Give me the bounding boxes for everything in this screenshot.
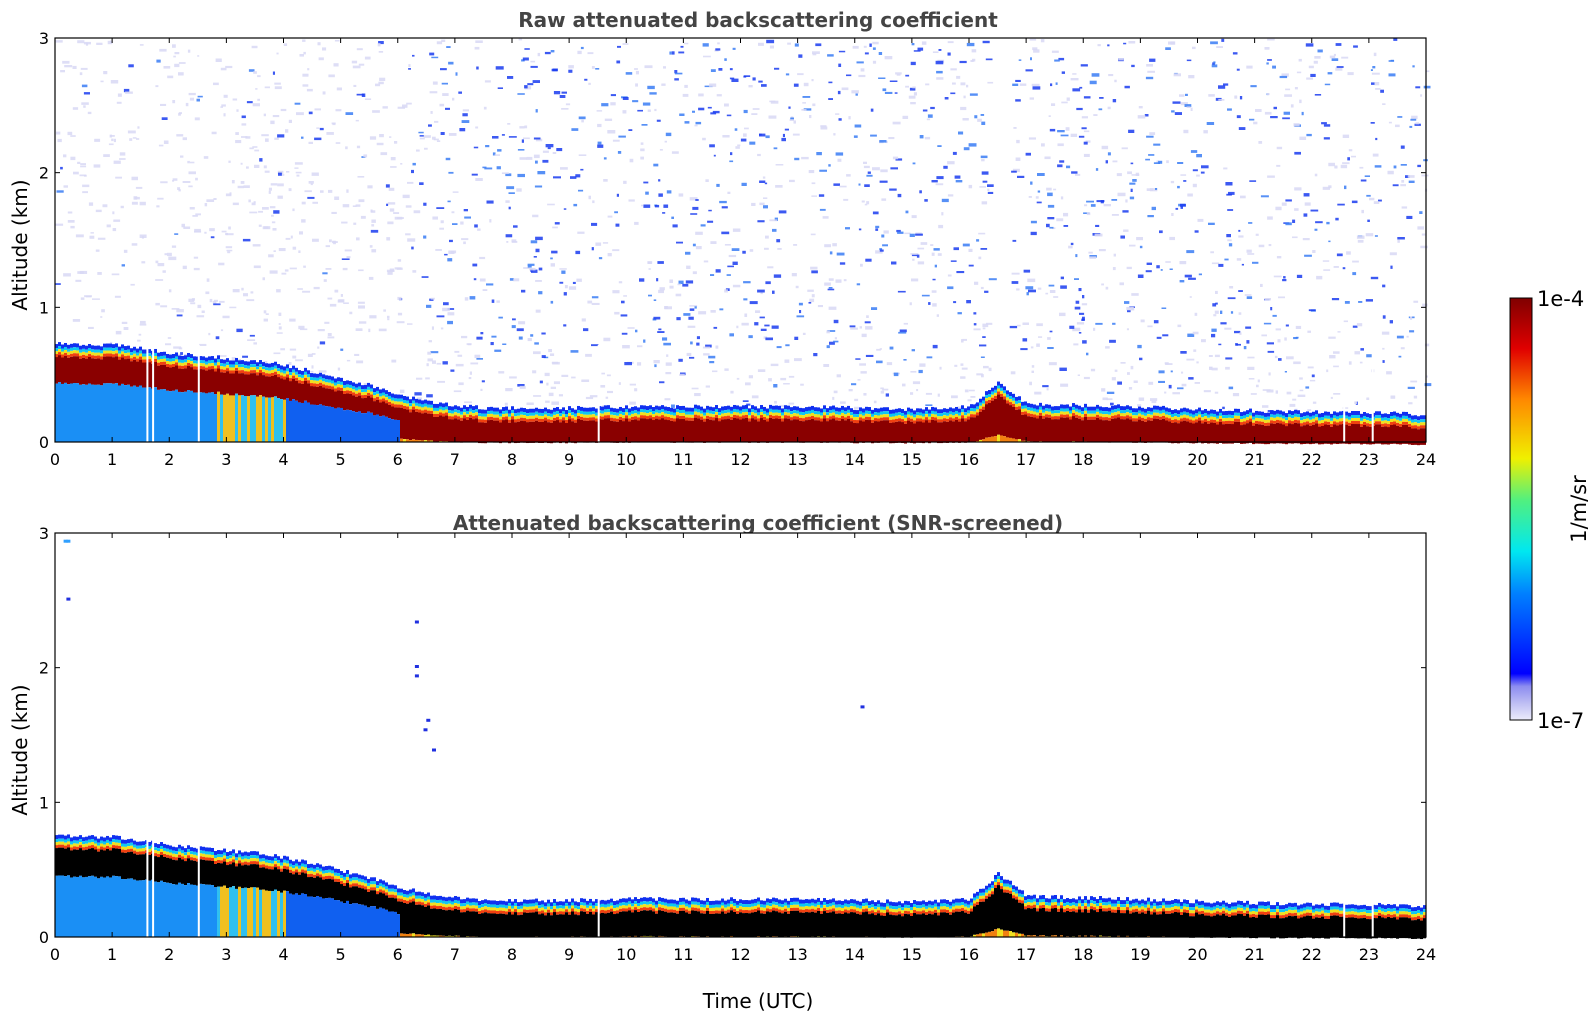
plot-area [54,532,1427,940]
x-tick-label: 19 [1130,945,1150,964]
x-tick-label: 20 [1187,450,1207,469]
x-tick-label: 11 [673,945,693,964]
x-tick-label: 3 [221,450,231,469]
y-tick-label: 1 [39,793,49,812]
y-tick-label: 0 [39,928,49,947]
x-tick-label: 2 [164,945,174,964]
x-axis: 0 1 2 3 4 5 6 7 8 9 10 11 12 13 14 15 16 17 18 19 20 21 22 23 24 [50,533,1436,964]
x-tick-label: 4 [278,450,288,469]
x-tick-label: 1 [107,450,117,469]
x-tick-label: 9 [564,450,574,469]
x-tick-label: 5 [336,450,346,469]
x-tick-label: 5 [336,945,346,964]
x-tick-label: 18 [1073,450,1093,469]
x-tick-label: 14 [845,450,865,469]
colorbar: 1e-4 1e-7 1/m/sr [1509,287,1591,733]
x-tick-label: 10 [616,945,636,964]
x-tick-label: 7 [450,945,460,964]
raw-backscatter-panel: Raw attenuated backscattering coefficien… [8,8,1436,469]
x-tick-label: 22 [1302,945,1322,964]
x-tick-label: 22 [1302,450,1322,469]
y-tick-label: 0 [39,433,49,452]
x-tick-label: 13 [787,450,807,469]
x-tick-label: 16 [959,450,979,469]
y-axis-label: Altitude (km) [8,684,32,815]
x-tick-label: 10 [616,450,636,469]
x-tick-label: 1 [107,945,117,964]
x-tick-label: 23 [1359,450,1379,469]
x-tick-label: 0 [50,945,60,964]
y-tick-label: 2 [39,164,49,183]
colorbar-gradient [1509,297,1533,721]
x-tick-label: 8 [507,450,517,469]
x-axis-label: Time (UTC) [702,989,814,1013]
x-tick-label: 21 [1244,450,1264,469]
boundary-layer [55,834,1426,940]
y-tick-label: 3 [39,29,49,48]
x-tick-label: 13 [787,945,807,964]
x-tick-label: 14 [845,945,865,964]
y-axis: 0 1 2 3 [39,524,1426,947]
x-tick-label: 19 [1130,450,1150,469]
noise-field [55,38,1432,417]
y-tick-label: 3 [39,524,49,543]
x-axis: 0 1 2 3 4 5 6 7 8 9 10 11 12 13 14 15 16 17 18 19 20 21 22 23 24 [50,38,1436,469]
x-tick-label: 4 [278,945,288,964]
x-tick-label: 24 [1416,945,1436,964]
y-tick-label: 2 [39,659,49,678]
x-tick-label: 17 [1016,450,1036,469]
x-tick-label: 23 [1359,945,1379,964]
x-tick-label: 6 [393,945,403,964]
plot-area [54,37,1432,446]
colorbar-units-label: 1/m/sr [1567,475,1591,543]
x-tick-label: 15 [902,450,922,469]
y-axis-label: Altitude (km) [8,179,32,310]
x-tick-label: 16 [959,945,979,964]
x-tick-label: 24 [1416,450,1436,469]
x-tick-label: 21 [1244,945,1264,964]
y-tick-label: 1 [39,298,49,317]
y-axis: 0 1 2 3 [39,29,1426,452]
x-tick-label: 9 [564,945,574,964]
x-tick-label: 18 [1073,945,1093,964]
x-tick-label: 8 [507,945,517,964]
x-tick-label: 6 [393,450,403,469]
isolated-returns [63,539,865,752]
panel-title: Raw attenuated backscattering coefficien… [518,8,998,32]
colorbar-max-label: 1e-4 [1537,287,1584,311]
x-tick-label: 20 [1187,945,1207,964]
boundary-layer [55,342,1426,446]
x-tick-label: 3 [221,945,231,964]
x-tick-label: 12 [730,945,750,964]
x-tick-label: 7 [450,450,460,469]
x-tick-label: 11 [673,450,693,469]
x-tick-label: 2 [164,450,174,469]
x-tick-label: 15 [902,945,922,964]
panel-title: Attenuated backscattering coefficient (S… [453,511,1063,535]
x-tick-label: 0 [50,450,60,469]
x-tick-label: 17 [1016,945,1036,964]
snr-screened-panel: Attenuated backscattering coefficient (S… [8,511,1436,1013]
colorbar-min-label: 1e-7 [1537,709,1584,733]
x-tick-label: 12 [730,450,750,469]
